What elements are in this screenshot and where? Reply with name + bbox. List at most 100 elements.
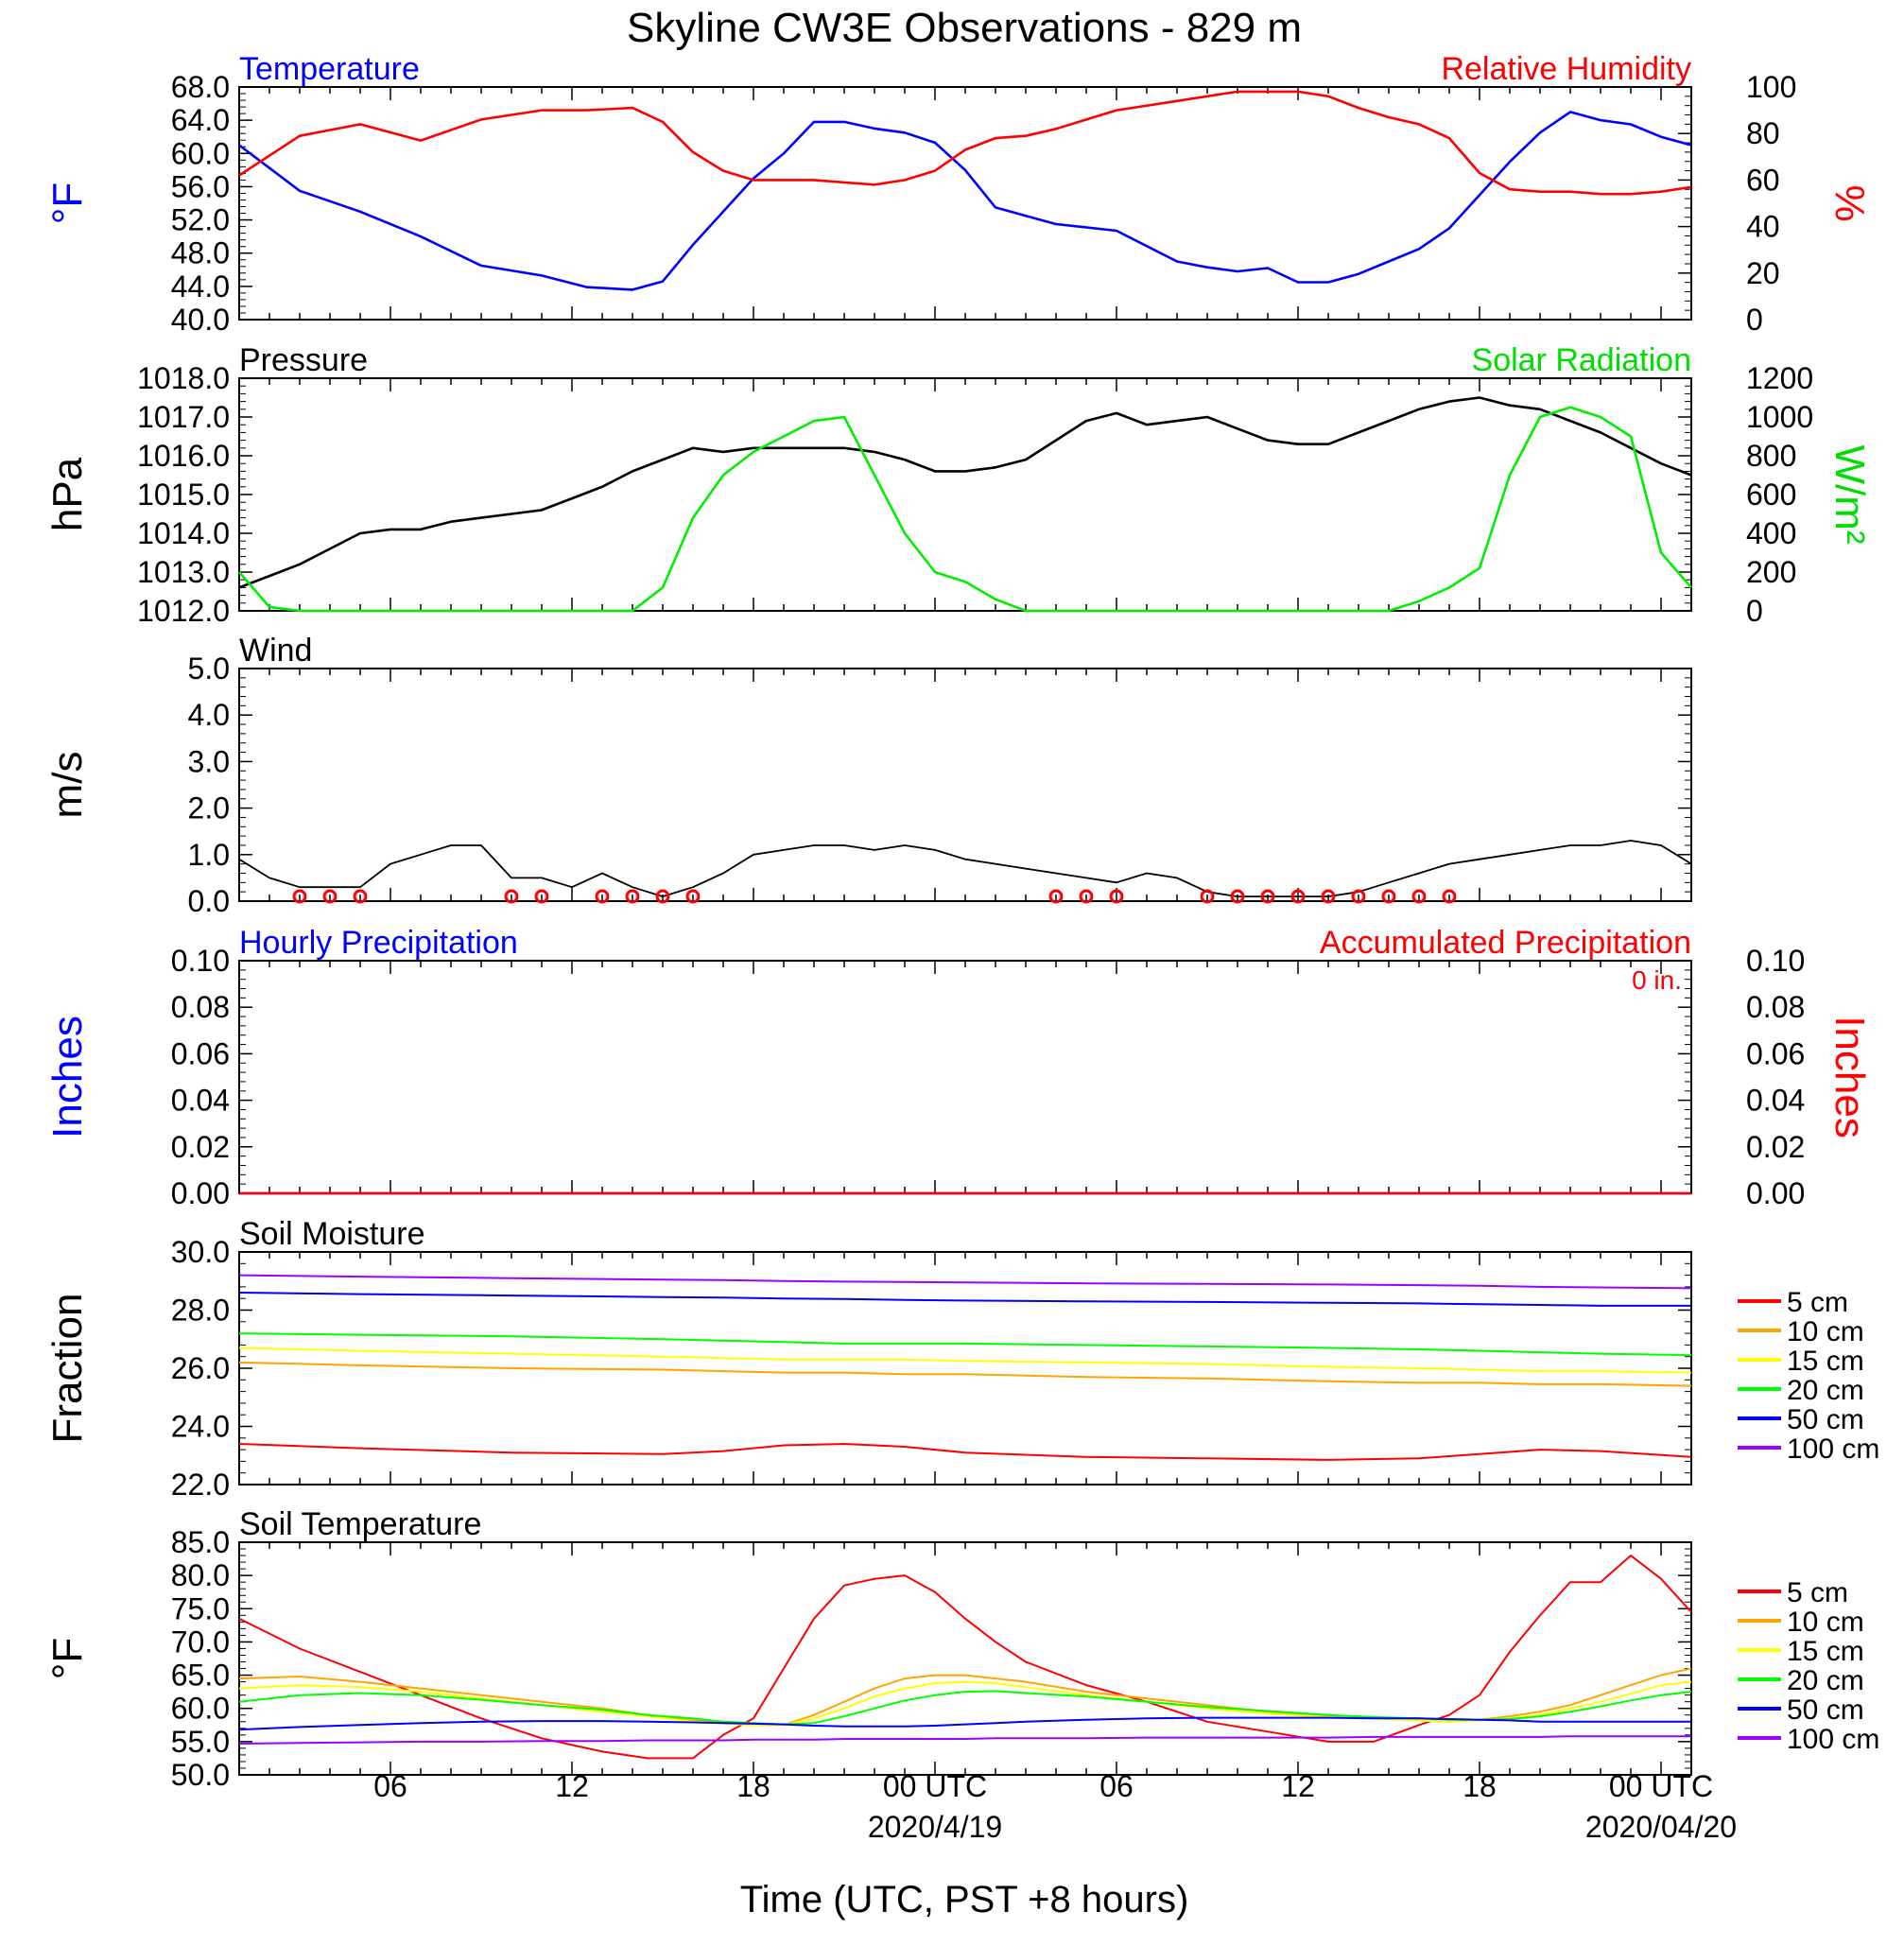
calm-wind-marker bbox=[292, 889, 307, 904]
legend-label: 10 cm bbox=[1787, 1316, 1864, 1347]
y-tick-label: 200 bbox=[1746, 555, 1796, 589]
y-tick-label: 0.06 bbox=[171, 1036, 230, 1070]
calm-wind-marker bbox=[595, 889, 610, 904]
y-tick-label: 4.0 bbox=[188, 698, 230, 732]
calm-wind-marker bbox=[1442, 889, 1457, 904]
y-tick-label: 1200 bbox=[1746, 361, 1813, 395]
y-tick-label: 80 bbox=[1746, 116, 1780, 150]
y-tick-label: 1.0 bbox=[188, 838, 230, 872]
panel-precipitation: 0.10 0.08 0.06 0.04 0.02 0.00 0.10 0.08 0.06 0.04… bbox=[44, 925, 1873, 1210]
legend-label: 10 cm bbox=[1787, 1607, 1864, 1638]
x-tick-label: 06 bbox=[1099, 1769, 1134, 1803]
y-tick-label: 0.08 bbox=[1746, 990, 1805, 1024]
series-line-1 bbox=[238, 90, 1692, 196]
y-tick-label: 85.0 bbox=[171, 1525, 230, 1559]
x-axis-title: Time (UTC, PST +8 hours) bbox=[740, 1879, 1189, 1920]
y-tick-label: 70.0 bbox=[171, 1625, 230, 1659]
calm-wind-marker bbox=[1321, 889, 1336, 904]
series-line-0 bbox=[238, 396, 1692, 589]
y-tick-label: 0.06 bbox=[1746, 1036, 1805, 1070]
y-axis-title-left: hPa bbox=[44, 457, 91, 531]
y-tick-label: 64.0 bbox=[171, 103, 230, 137]
y-tick-label: 1016.0 bbox=[137, 439, 230, 473]
y-tick-label: 26.0 bbox=[171, 1351, 230, 1385]
panel-title-left: Soil Temperature bbox=[239, 1506, 481, 1542]
y-tick-label: 0.10 bbox=[171, 944, 230, 978]
y-tick-label: 0 bbox=[1746, 594, 1763, 628]
accumulation-annotation: 0 in. bbox=[1632, 965, 1682, 995]
y-tick-label: 1012.0 bbox=[137, 594, 230, 628]
plot-frame bbox=[238, 377, 1692, 612]
series-line-1 bbox=[238, 1361, 1692, 1387]
legend-label: 100 cm bbox=[1787, 1433, 1879, 1465]
calm-wind-marker bbox=[1048, 889, 1064, 904]
y-tick-label: 65.0 bbox=[171, 1659, 230, 1693]
series-line-3 bbox=[238, 1690, 1692, 1726]
x-date-label: 2020/04/20 bbox=[1585, 1810, 1737, 1844]
y-tick-label: 0.04 bbox=[1746, 1084, 1805, 1118]
series-line-2 bbox=[238, 1347, 1692, 1374]
panel-title-left: Temperature bbox=[239, 51, 420, 87]
y-tick-label: 0.02 bbox=[1746, 1130, 1805, 1164]
plot-frame bbox=[238, 1251, 1692, 1486]
legend-label: 15 cm bbox=[1787, 1636, 1864, 1667]
y-tick-label: 28.0 bbox=[171, 1294, 230, 1328]
x-tick-label: 18 bbox=[736, 1769, 770, 1803]
x-tick-label: 00 UTC bbox=[1609, 1769, 1713, 1803]
y-tick-label: 0.10 bbox=[1746, 944, 1805, 978]
calm-wind-marker bbox=[685, 889, 701, 904]
y-axis-title-right: Inches bbox=[1826, 1016, 1873, 1138]
legend-label: 5 cm bbox=[1787, 1577, 1848, 1608]
y-tick-label: 5.0 bbox=[188, 652, 230, 686]
y-tick-label: 52.0 bbox=[171, 203, 230, 237]
y-tick-label: 0.00 bbox=[1746, 1176, 1805, 1210]
plot-frame bbox=[238, 668, 1692, 902]
calm-wind-marker bbox=[322, 889, 338, 904]
y-tick-label: 400 bbox=[1746, 516, 1796, 550]
y-axis-title-left: Fraction bbox=[44, 1294, 91, 1444]
panel-title-left: Wind bbox=[239, 633, 312, 669]
panel-wind: 5.0 4.0 3.0 2.0 1.0 0.0 Wind m/s bbox=[44, 633, 1692, 918]
calm-wind-marker bbox=[655, 889, 670, 904]
y-tick-label: 20 bbox=[1746, 256, 1780, 290]
panel-title-right: Solar Radiation bbox=[1472, 342, 1691, 378]
x-tick-label: 00 UTC bbox=[883, 1769, 987, 1803]
y-tick-label: 1013.0 bbox=[137, 555, 230, 589]
y-tick-label: 44.0 bbox=[171, 269, 230, 304]
panel-soil-moisture: 30.0 28.0 26.0 24.0 22.0 Soil Moisture Fractio… bbox=[44, 1216, 1879, 1502]
y-axis-title-right: % bbox=[1826, 184, 1873, 221]
y-tick-label: 0.00 bbox=[171, 1176, 230, 1210]
y-tick-label: 1000 bbox=[1746, 400, 1813, 434]
x-tick-label: 12 bbox=[555, 1769, 589, 1803]
series-line-2 bbox=[238, 1680, 1692, 1727]
y-tick-label: 50.0 bbox=[171, 1758, 230, 1792]
panel-temperature-humidity: 68.064.060.056.052.048.044.040.0 100 80 60 4… bbox=[44, 51, 1873, 337]
calm-wind-marker bbox=[1381, 889, 1396, 904]
plot-frame bbox=[238, 1541, 1692, 1776]
calm-wind-marker bbox=[1079, 889, 1094, 904]
y-tick-label: 0.02 bbox=[171, 1130, 230, 1164]
calm-wind-marker bbox=[1411, 889, 1427, 904]
y-tick-label: 800 bbox=[1746, 439, 1796, 473]
y-tick-label: 75.0 bbox=[171, 1591, 230, 1625]
y-tick-label: 80.0 bbox=[171, 1558, 230, 1592]
legend-label: 50 cm bbox=[1787, 1694, 1864, 1726]
calm-wind-marker bbox=[534, 889, 549, 904]
y-tick-label: 56.0 bbox=[171, 169, 230, 203]
panel-title-right: Relative Humidity bbox=[1441, 51, 1691, 87]
y-tick-label: 24.0 bbox=[171, 1410, 230, 1444]
legend-label: 15 cm bbox=[1787, 1346, 1864, 1377]
y-tick-label: 0.08 bbox=[171, 990, 230, 1024]
figure-title: Skyline CW3E Observations - 829 m bbox=[627, 5, 1302, 51]
y-tick-label: 0 bbox=[1746, 303, 1763, 337]
x-tick-label: 18 bbox=[1463, 1769, 1497, 1803]
y-axis-title-left: Inches bbox=[44, 1016, 91, 1138]
calm-wind-marker bbox=[504, 889, 519, 904]
calm-wind-marker bbox=[1230, 889, 1245, 904]
legend-label: 100 cm bbox=[1787, 1724, 1879, 1755]
panel-title-left: Hourly Precipitation bbox=[239, 925, 518, 961]
y-tick-label: 0.04 bbox=[171, 1084, 230, 1118]
y-axis-title-left: °F bbox=[44, 1638, 91, 1679]
y-tick-label: 1017.0 bbox=[137, 400, 230, 434]
y-tick-label: 1018.0 bbox=[137, 361, 230, 395]
